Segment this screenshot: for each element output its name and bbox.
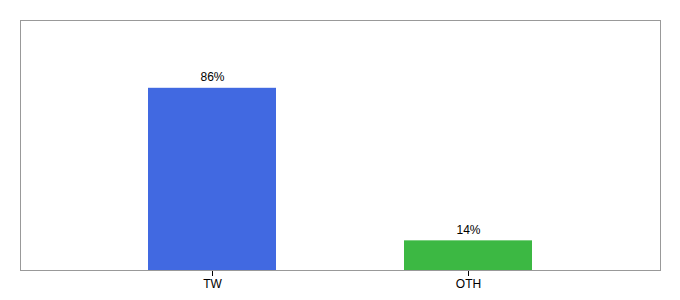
- svg-text:86%: 86%: [200, 70, 224, 84]
- svg-text:TW: TW: [203, 277, 222, 291]
- svg-text:OTH: OTH: [456, 277, 481, 291]
- svg-text:14%: 14%: [456, 223, 480, 237]
